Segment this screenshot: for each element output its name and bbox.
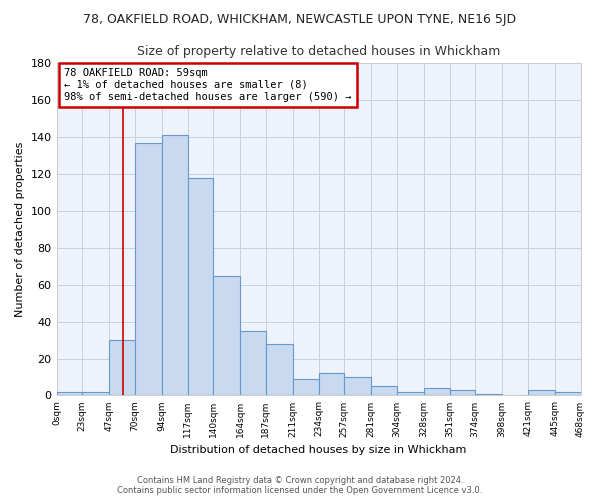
Bar [475, 394, 502, 396]
Bar [371, 386, 397, 396]
Text: 78, OAKFIELD ROAD, WHICKHAM, NEWCASTLE UPON TYNE, NE16 5JD: 78, OAKFIELD ROAD, WHICKHAM, NEWCASTLE U… [83, 12, 517, 26]
Bar [319, 374, 344, 396]
Bar [449, 390, 475, 396]
Bar [162, 136, 188, 396]
Bar [213, 276, 240, 396]
Y-axis label: Number of detached properties: Number of detached properties [15, 142, 25, 317]
Bar [424, 388, 449, 396]
Bar [555, 392, 581, 396]
Bar [82, 392, 109, 396]
Bar [266, 344, 293, 396]
Bar [188, 178, 213, 396]
Bar [240, 331, 266, 396]
Bar [109, 340, 135, 396]
Title: Size of property relative to detached houses in Whickham: Size of property relative to detached ho… [137, 45, 500, 58]
Bar [56, 392, 82, 396]
Bar [135, 142, 162, 396]
Bar [293, 379, 319, 396]
X-axis label: Distribution of detached houses by size in Whickham: Distribution of detached houses by size … [170, 445, 467, 455]
Text: 78 OAKFIELD ROAD: 59sqm
← 1% of detached houses are smaller (8)
98% of semi-deta: 78 OAKFIELD ROAD: 59sqm ← 1% of detached… [64, 68, 352, 102]
Bar [344, 377, 371, 396]
Text: Contains HM Land Registry data © Crown copyright and database right 2024.
Contai: Contains HM Land Registry data © Crown c… [118, 476, 482, 495]
Bar [397, 392, 424, 396]
Bar [528, 390, 555, 396]
